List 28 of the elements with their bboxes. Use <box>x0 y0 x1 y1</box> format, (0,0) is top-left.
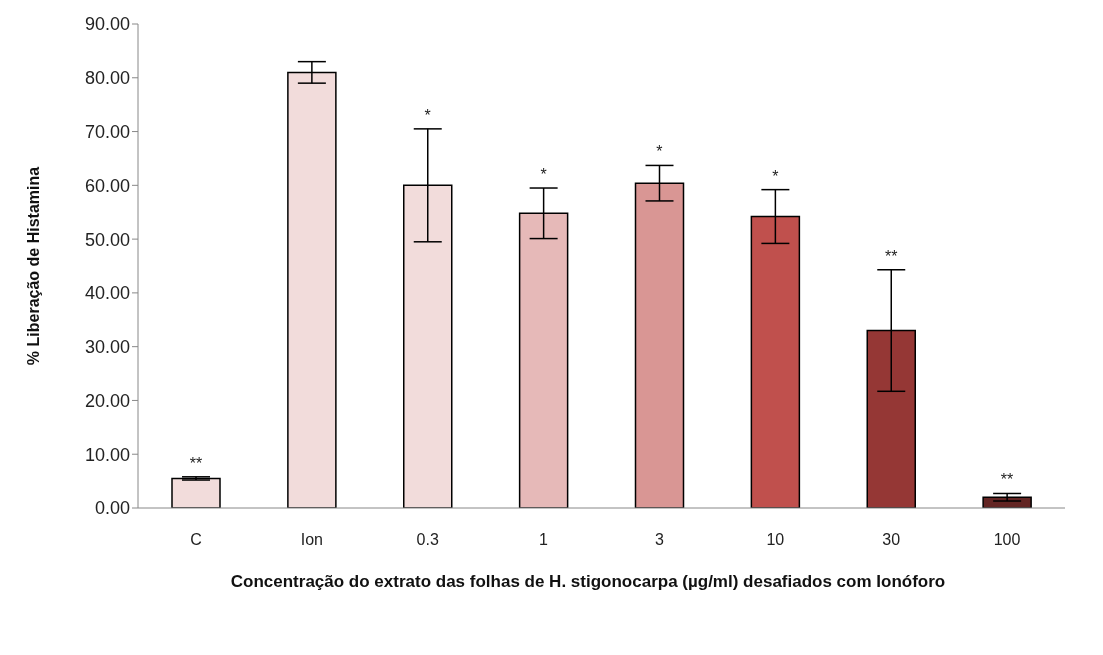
y-tick-label: 20.00 <box>84 390 130 411</box>
x-tick-label: 100 <box>993 531 1021 549</box>
y-tick-label: 60.00 <box>84 175 130 196</box>
annotation: * <box>772 167 779 185</box>
y-tick-label: 90.00 <box>84 14 130 35</box>
y-tick-label: 0.00 <box>94 498 130 519</box>
y-tick-label: 30.00 <box>84 337 130 358</box>
x-tick-label: 3 <box>654 531 664 549</box>
bar <box>171 477 221 508</box>
x-tick-label: 30 <box>882 531 901 549</box>
x-axis-title: Concentração do extrato das folhas de H. stigonocarpa (µg/ml) desafiados com Ionóforo <box>229 571 947 593</box>
y-tick-label: 50.00 <box>84 229 130 250</box>
y-tick-label: 40.00 <box>84 283 130 304</box>
y-tick-label: 10.00 <box>84 444 130 465</box>
y-tick-label: 80.00 <box>84 68 130 89</box>
annotation: * <box>424 106 431 124</box>
x-tick-label: C <box>190 531 202 549</box>
annotation: ** <box>189 454 203 472</box>
annotation: * <box>656 143 663 161</box>
y-axis-title: % Liberação de Histamina <box>24 166 42 366</box>
x-tick-label: 1 <box>539 531 549 549</box>
annotation: ** <box>884 247 898 265</box>
x-tick-label: 0.3 <box>416 531 439 549</box>
annotation: * <box>540 166 547 184</box>
x-tick-label: Ion <box>300 531 323 549</box>
y-tick-label: 70.00 <box>84 121 130 142</box>
x-tick-label: 10 <box>766 531 785 549</box>
annotation: ** <box>1000 471 1014 489</box>
